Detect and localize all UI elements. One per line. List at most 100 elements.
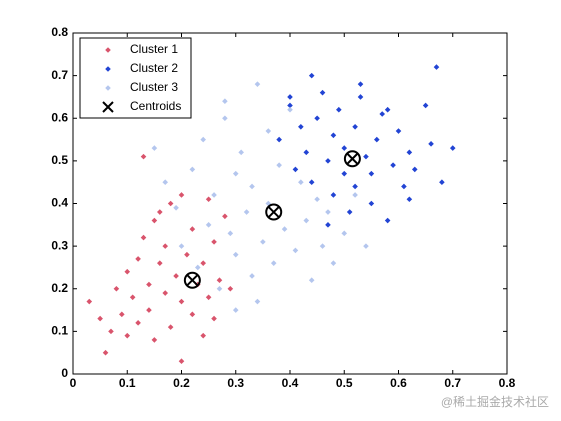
point: [162, 243, 169, 249]
legend-label: Cluster 3: [130, 80, 178, 94]
point: [406, 196, 413, 203]
y-tick-label: 0.7: [51, 68, 68, 82]
legend-marker: [105, 85, 111, 91]
point: [314, 115, 320, 122]
point: [330, 260, 337, 266]
point: [287, 94, 293, 100]
point: [135, 320, 141, 326]
point: [102, 349, 109, 356]
point: [384, 217, 391, 224]
point: [227, 230, 234, 237]
centroid: [183, 271, 201, 289]
point: [140, 153, 147, 160]
legend-label: Cluster 2: [130, 61, 178, 75]
point: [319, 89, 326, 96]
centroid-x: [346, 152, 359, 165]
point: [173, 204, 179, 211]
point: [86, 298, 93, 305]
x-tick-label: 0.3: [227, 376, 244, 390]
point: [330, 192, 337, 198]
point: [162, 290, 169, 296]
point: [238, 149, 244, 156]
x-tick-label: 0.7: [444, 376, 461, 390]
point: [422, 102, 429, 109]
point: [227, 285, 234, 292]
point: [406, 149, 413, 156]
point: [167, 324, 174, 330]
point: [184, 251, 190, 258]
point: [303, 217, 310, 224]
centroid-x: [102, 101, 114, 113]
centroid: [343, 150, 361, 168]
point: [232, 251, 239, 258]
point: [254, 81, 261, 87]
point: [265, 128, 272, 134]
point: [135, 256, 141, 262]
point: [368, 170, 375, 177]
point: [298, 123, 304, 130]
point: [276, 136, 282, 143]
point: [151, 145, 158, 151]
point: [124, 332, 131, 339]
point: [113, 285, 120, 292]
x-tick-label: 0.1: [119, 376, 136, 390]
point: [124, 268, 131, 275]
point: [189, 166, 196, 173]
point: [401, 183, 407, 190]
y-tick-label: 0.8: [51, 25, 68, 39]
centroid-ring: [343, 150, 361, 168]
point: [157, 260, 163, 266]
point: [368, 200, 375, 207]
point: [146, 281, 152, 288]
point: [178, 243, 185, 249]
point: [151, 337, 158, 343]
point: [390, 162, 396, 168]
point: [379, 111, 386, 117]
x-tick-label: 0: [70, 376, 77, 390]
point: [352, 192, 358, 198]
x-tick-label: 0.5: [336, 376, 353, 390]
y-tick-label: 0.3: [51, 238, 68, 252]
point: [314, 196, 320, 203]
point: [330, 132, 337, 139]
point: [276, 162, 282, 168]
point: [173, 273, 179, 279]
point: [384, 106, 391, 113]
point: [439, 179, 445, 185]
centroid-x: [267, 205, 280, 219]
point: [336, 106, 342, 113]
point: [449, 145, 456, 151]
point: [232, 170, 239, 177]
point: [189, 226, 196, 232]
x-tick-label: 0.8: [499, 376, 516, 390]
point: [352, 183, 358, 190]
point: [216, 285, 223, 292]
point: [200, 260, 206, 266]
watermark: @稀土掘金技术社区: [441, 394, 549, 409]
point: [119, 311, 125, 318]
point: [308, 72, 315, 79]
point: [341, 170, 348, 177]
point: [205, 294, 212, 301]
y-tick-label: 0.2: [51, 281, 68, 295]
point: [249, 273, 255, 279]
point: [178, 298, 185, 305]
point: [298, 179, 304, 185]
point: [303, 149, 310, 156]
point: [211, 192, 217, 198]
point: [249, 183, 255, 190]
point: [308, 277, 315, 284]
point: [222, 115, 228, 122]
y-tick-label: 0.5: [51, 153, 68, 167]
point: [216, 277, 223, 284]
y-tick-label: 0.1: [51, 324, 68, 338]
point: [222, 213, 228, 220]
point: [270, 260, 277, 266]
legend-box: [79, 37, 192, 119]
point: [205, 222, 212, 228]
point: [319, 243, 326, 249]
x-tick-label: 0.2: [173, 376, 190, 390]
point: [211, 315, 217, 322]
point: [287, 102, 293, 109]
